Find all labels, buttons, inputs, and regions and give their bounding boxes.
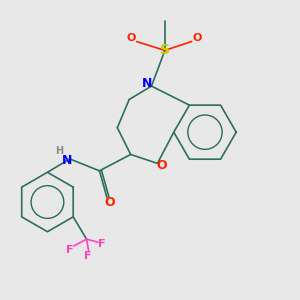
Text: O: O [105,196,115,209]
Text: F: F [98,238,105,249]
Text: O: O [157,159,167,172]
Text: O: O [192,33,202,43]
Text: H: H [55,146,63,156]
Text: N: N [61,154,72,167]
Text: N: N [142,76,152,90]
Text: F: F [84,250,92,260]
Text: O: O [127,33,136,43]
Text: F: F [67,244,74,255]
Text: S: S [160,44,170,57]
